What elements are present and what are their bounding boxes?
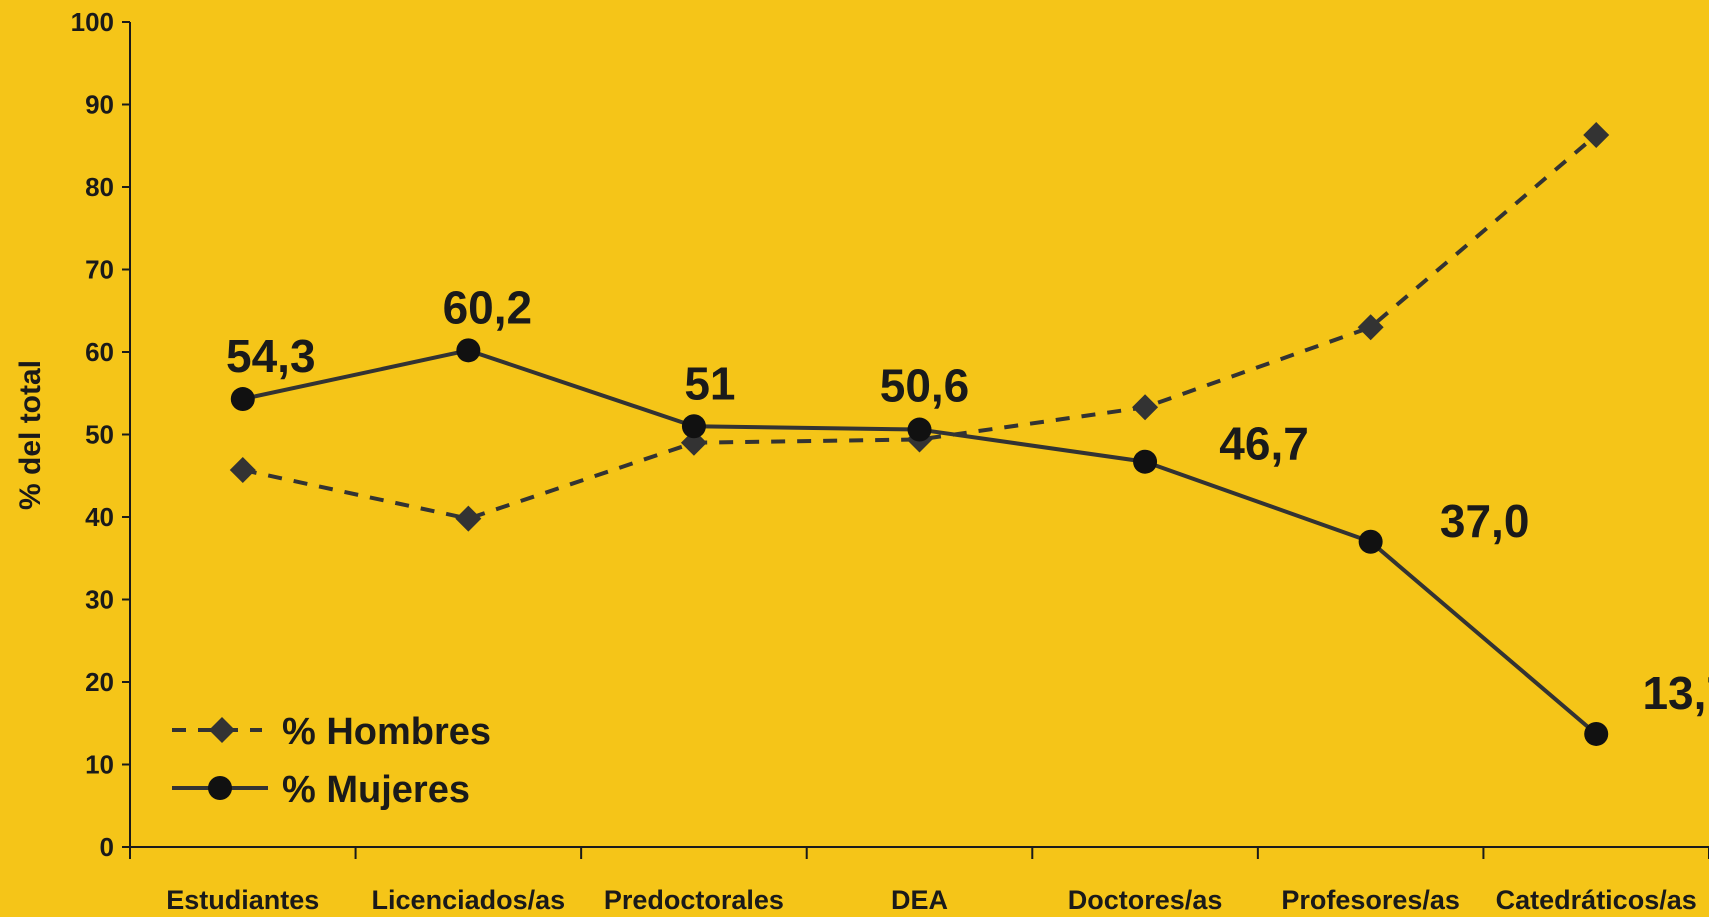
data-labels: 54,3 60,2 51 50,6 46,7 37,0 13,7 xyxy=(226,281,1709,719)
x-tick-label: Predoctorales xyxy=(604,885,784,915)
data-label-mujeres: 13,7 xyxy=(1642,667,1709,719)
data-point-hombres xyxy=(455,505,482,532)
x-tick-label: DEA xyxy=(891,885,948,915)
data-point-mujeres xyxy=(1133,449,1158,474)
legend-label-mujeres: % Mujeres xyxy=(282,769,470,811)
legend-label-hombres: % Hombres xyxy=(282,711,491,753)
data-point-hombres xyxy=(229,456,256,483)
legend: % Hombres % Mujeres xyxy=(172,711,491,811)
y-axis-title: % del total xyxy=(14,360,47,510)
y-tick-label: 10 xyxy=(85,750,114,780)
data-point-mujeres xyxy=(456,338,481,363)
data-label-mujeres: 50,6 xyxy=(880,360,970,412)
legend-marker-hombres xyxy=(209,717,235,743)
data-label-mujeres: 54,3 xyxy=(226,330,316,382)
y-tick-label: 70 xyxy=(85,255,114,285)
y-tick-label: 100 xyxy=(71,7,114,37)
y-tick-label: 20 xyxy=(85,667,114,697)
y-tick-label: 50 xyxy=(85,420,114,450)
y-tick-label: 30 xyxy=(85,585,114,615)
y-tick-label: 60 xyxy=(85,337,114,367)
data-point-hombres xyxy=(1132,394,1159,421)
y-tick-label: 90 xyxy=(85,90,114,120)
x-tick-label: Licenciados/as xyxy=(372,885,566,915)
data-point-mujeres xyxy=(230,387,255,412)
legend-marker-mujeres xyxy=(208,776,232,800)
data-point-hombres xyxy=(1583,122,1610,149)
data-label-mujeres: 37,0 xyxy=(1440,495,1530,547)
data-point-hombres xyxy=(1357,314,1384,341)
x-tick-label: Estudiantes xyxy=(166,885,319,915)
x-ticks: Estudiantes Licenciados/as Predoctorales DE… xyxy=(129,847,1709,915)
data-point-mujeres xyxy=(681,414,706,439)
y-tick-label: 80 xyxy=(85,172,114,202)
data-label-mujeres: 60,2 xyxy=(443,281,533,333)
data-point-mujeres xyxy=(1584,721,1609,746)
x-tick-label: Catedráticos/as xyxy=(1496,885,1697,915)
y-tick-label: 0 xyxy=(100,832,114,862)
y-ticks: 0 10 20 30 40 50 60 70 80 90 100 xyxy=(71,7,130,862)
data-point-mujeres xyxy=(1358,529,1383,554)
series-layer xyxy=(229,122,1610,746)
data-point-mujeres xyxy=(907,417,932,442)
data-label-mujeres: 51 xyxy=(684,357,735,409)
x-tick-label: Profesores/as xyxy=(1281,885,1460,915)
data-label-mujeres: 46,7 xyxy=(1219,418,1309,470)
y-tick-label: 40 xyxy=(85,502,114,532)
x-tick-label: Doctores/as xyxy=(1068,885,1223,915)
